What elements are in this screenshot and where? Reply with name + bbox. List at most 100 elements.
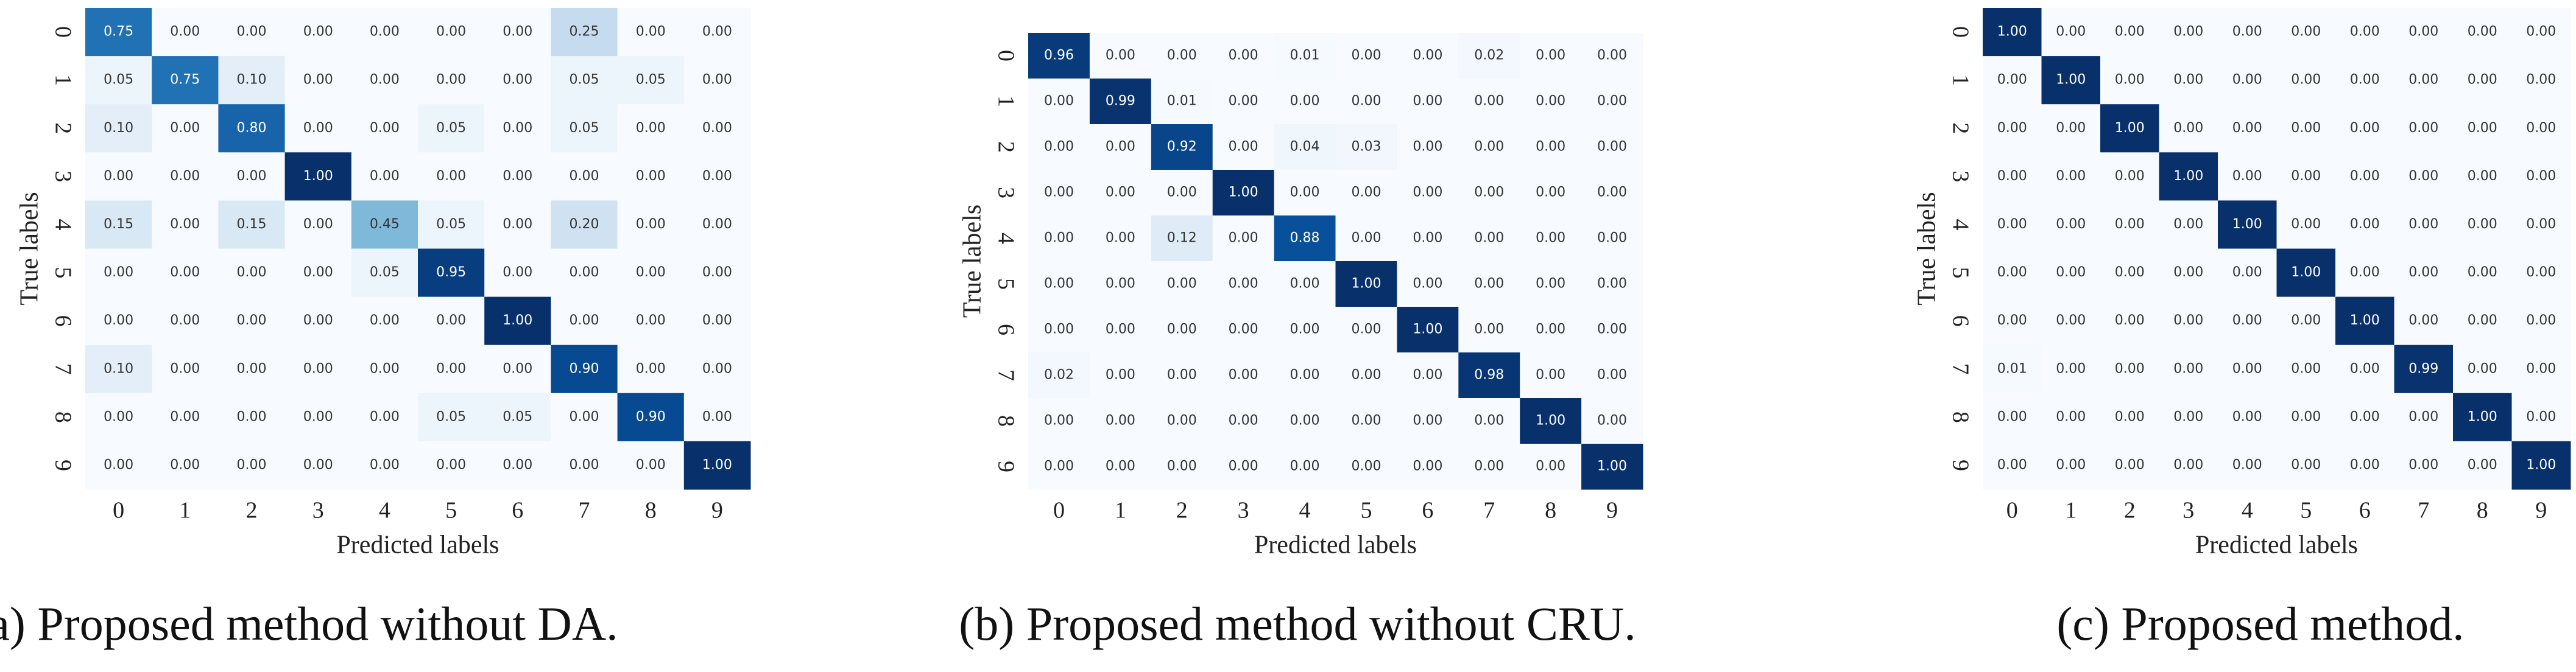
cell-label: 0.00 — [2408, 72, 2438, 88]
cell-label: 0.00 — [2526, 409, 2556, 424]
heatmap-cell — [1028, 352, 1090, 399]
heatmap-cell — [1151, 261, 1213, 307]
heatmap-cell — [1397, 261, 1459, 307]
cell-label: 0.00 — [702, 313, 732, 328]
heatmap-cell — [1397, 215, 1459, 262]
heatmap-cell — [85, 56, 152, 105]
cell-label: 0.00 — [2232, 169, 2262, 184]
cell-label: 0.00 — [170, 121, 200, 136]
heatmap-cell — [1983, 345, 2042, 394]
caption: (c) Proposed method. — [2056, 597, 2464, 650]
cell-label: 0.00 — [170, 457, 200, 472]
heatmap-cell — [2159, 104, 2218, 153]
heatmap-cell — [2100, 152, 2159, 201]
cell-label: 0.00 — [2056, 217, 2086, 232]
y-tick-label: 7 — [50, 363, 76, 375]
cell-label: 0.00 — [503, 72, 532, 88]
heatmap-cell — [1212, 124, 1275, 170]
cell-label: 0.00 — [170, 217, 200, 232]
heatmap-cell — [2276, 393, 2336, 442]
heatmap-cell — [2159, 248, 2218, 298]
heatmap-cell — [1581, 352, 1643, 399]
heatmap-cell — [551, 200, 618, 249]
heatmap-cell — [351, 152, 418, 201]
cell-label: 0.00 — [2408, 457, 2438, 472]
cell-label: 0.00 — [2291, 72, 2321, 88]
cell-label: 1.00 — [1997, 24, 2027, 40]
cell-label: 0.00 — [436, 72, 466, 88]
cell-label: 0.00 — [1351, 459, 1381, 474]
heatmap-cell — [2394, 152, 2454, 201]
heatmap-cell — [2394, 104, 2454, 153]
cell-label: 0.01 — [1997, 361, 2027, 376]
cell-label: 0.00 — [1229, 139, 1258, 155]
cell-label: 0.00 — [1167, 322, 1197, 337]
cell-label: 1.00 — [2468, 409, 2497, 424]
caption: (a) Proposed method without DA. — [0, 597, 618, 650]
cell-label: 0.00 — [1106, 413, 1135, 429]
x-axis-label: Predicted labels — [1254, 531, 1417, 559]
cell-label: 0.00 — [1167, 185, 1197, 200]
heatmap-cell — [683, 200, 751, 249]
heatmap-cell — [2511, 345, 2571, 394]
cell-label: 0.96 — [1044, 48, 1074, 63]
cell-label: 0.00 — [1106, 185, 1135, 200]
heatmap-cell — [1028, 170, 1090, 216]
cell-label: 0.00 — [636, 313, 666, 328]
cell-label: 0.00 — [370, 121, 400, 136]
heatmap-cell — [1458, 444, 1520, 490]
cell-label: 0.00 — [2232, 361, 2262, 376]
cell-label: 0.00 — [2350, 217, 2380, 232]
cell-label: 0.00 — [237, 313, 267, 328]
heatmap-cell — [1520, 124, 1582, 170]
cell-label: 0.00 — [2173, 121, 2203, 136]
cell-label: 0.00 — [2115, 24, 2145, 40]
heatmap-cell — [1151, 124, 1213, 170]
cell-label: 0.00 — [2350, 409, 2380, 424]
cell-label: 0.00 — [370, 313, 400, 328]
heatmap-cell — [551, 152, 618, 201]
cell-label: 0.04 — [1290, 139, 1320, 155]
cell-label: 0.00 — [2232, 72, 2262, 88]
heatmap-cell — [152, 56, 219, 105]
heatmap-cell — [1274, 352, 1336, 399]
y-tick-label: 8 — [993, 415, 1018, 427]
cell-label: 0.00 — [2408, 313, 2438, 328]
heatmap-cell — [284, 441, 352, 490]
heatmap-cell — [2276, 104, 2336, 153]
cell-label: 0.00 — [2350, 169, 2380, 184]
x-tick-label: 2 — [2124, 498, 2136, 523]
heatmap-cell — [551, 104, 618, 153]
cell-label: 0.00 — [1229, 322, 1258, 337]
cell-label: 0.00 — [636, 361, 666, 376]
heatmap-cell — [1335, 124, 1397, 170]
cell-label: 0.00 — [237, 457, 267, 472]
heatmap-cell — [683, 56, 751, 105]
cell-label: 0.00 — [2408, 265, 2438, 280]
cell-label: 1.00 — [2350, 313, 2380, 328]
cell-label: 0.92 — [1167, 139, 1197, 155]
cell-label: 0.00 — [2115, 409, 2145, 424]
heatmap-cell — [1581, 215, 1643, 262]
cell-label: 0.00 — [2526, 169, 2556, 184]
cell-label: 0.00 — [1044, 276, 1074, 292]
cell-label: 0.00 — [1106, 276, 1135, 292]
x-tick-label: 5 — [445, 498, 457, 523]
cell-label: 0.00 — [702, 265, 732, 280]
cell-label: 0.00 — [303, 409, 333, 424]
heatmap-cell — [1458, 124, 1520, 170]
cell-label: 0.00 — [2526, 72, 2556, 88]
y-tick-label: 4 — [50, 219, 76, 230]
y-tick-label: 8 — [50, 411, 76, 423]
cell-label: 0.00 — [702, 217, 732, 232]
cell-label: 0.00 — [1413, 185, 1442, 200]
heatmap-cell — [484, 200, 551, 249]
cell-label: 0.25 — [570, 24, 599, 40]
cell-label: 0.00 — [1044, 94, 1074, 109]
cell-label: 0.00 — [170, 361, 200, 376]
heatmap-cell — [2041, 441, 2101, 490]
heatmap-cell — [218, 393, 286, 442]
heatmap-cell — [1983, 296, 2042, 346]
heatmap-cell — [484, 393, 551, 442]
